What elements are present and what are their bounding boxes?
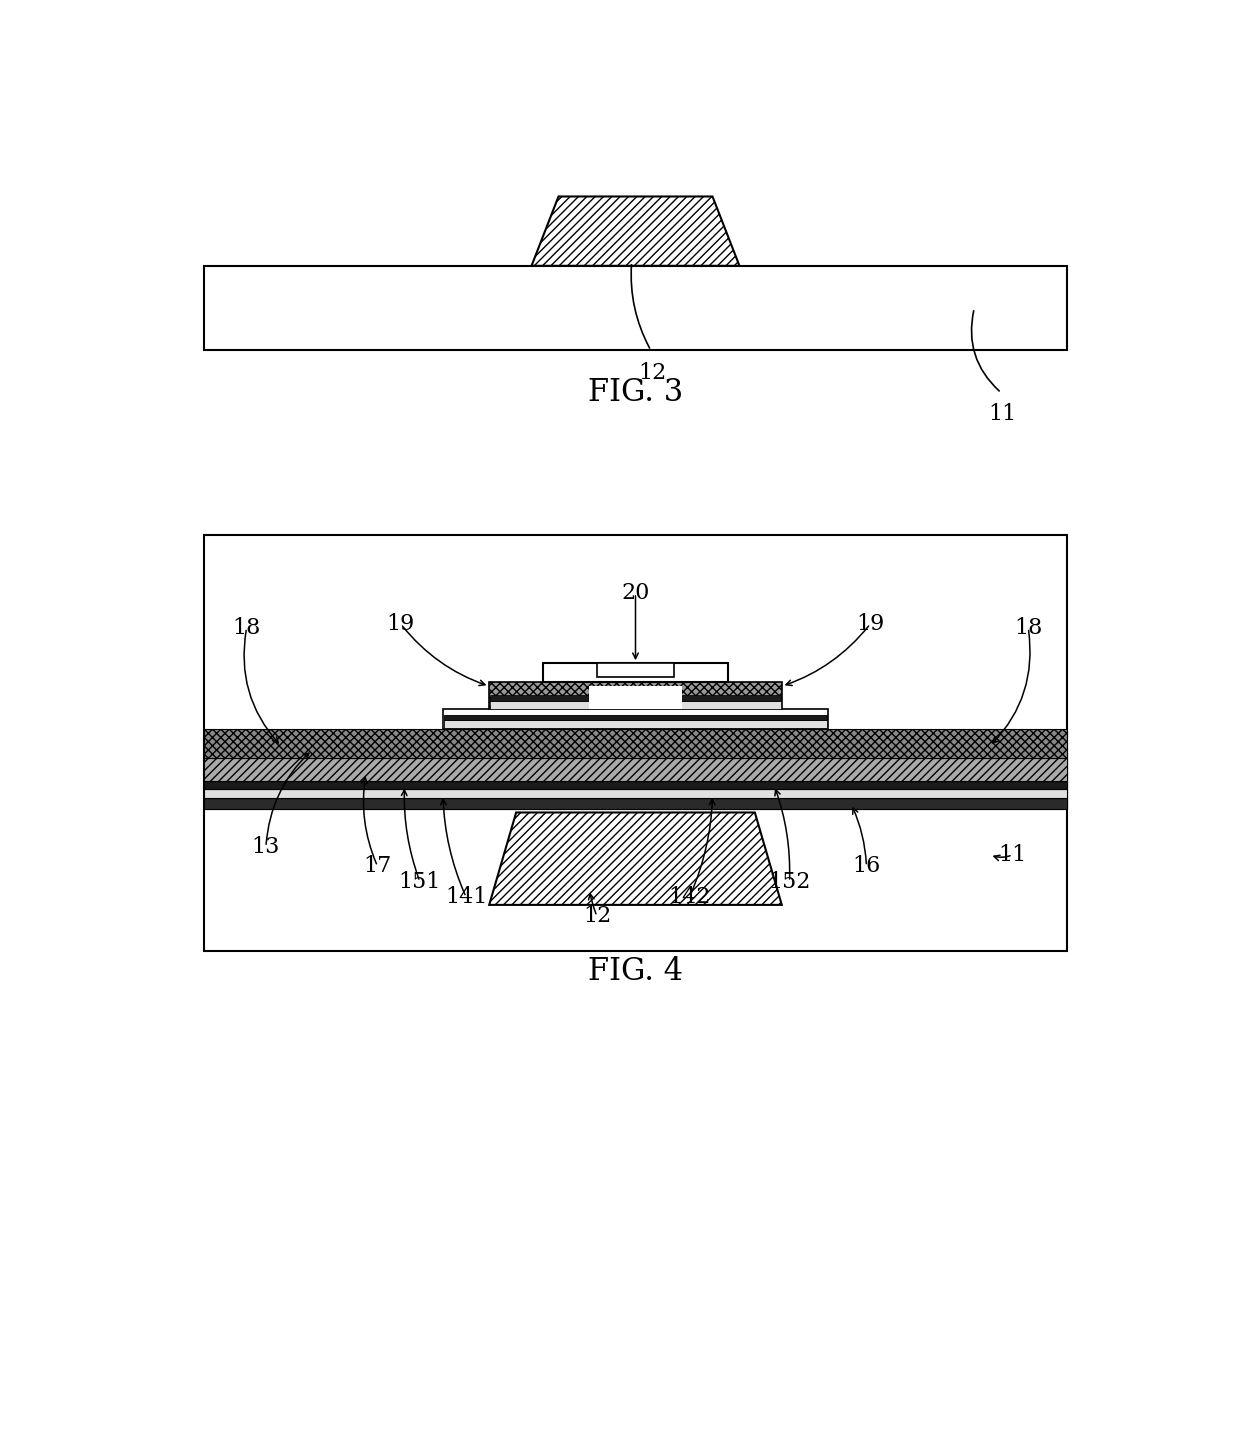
Text: 17: 17 — [363, 855, 392, 878]
Text: 18: 18 — [1014, 617, 1043, 639]
Text: 151: 151 — [399, 871, 441, 892]
Polygon shape — [490, 812, 781, 905]
Text: FIG. 3: FIG. 3 — [588, 377, 683, 408]
Polygon shape — [444, 720, 827, 727]
Polygon shape — [205, 536, 1066, 951]
Text: FIG. 4: FIG. 4 — [588, 957, 683, 988]
Polygon shape — [490, 696, 781, 700]
Polygon shape — [205, 266, 1066, 351]
Polygon shape — [596, 663, 675, 677]
Polygon shape — [205, 729, 1066, 758]
Polygon shape — [205, 780, 1066, 789]
Polygon shape — [532, 196, 739, 266]
Text: 12: 12 — [583, 905, 611, 928]
Polygon shape — [589, 686, 682, 709]
Polygon shape — [205, 789, 1066, 798]
Polygon shape — [205, 752, 1066, 782]
Polygon shape — [205, 758, 1066, 780]
Text: 18: 18 — [232, 617, 260, 639]
Text: 142: 142 — [668, 886, 711, 908]
Text: 20: 20 — [621, 581, 650, 604]
Text: 11: 11 — [988, 402, 1017, 425]
Text: 141: 141 — [445, 886, 487, 908]
Polygon shape — [444, 716, 827, 720]
Polygon shape — [205, 789, 1066, 798]
Text: 19: 19 — [387, 613, 414, 634]
Text: 11: 11 — [998, 843, 1027, 866]
Text: 12: 12 — [639, 362, 667, 384]
Polygon shape — [443, 709, 828, 729]
Text: 16: 16 — [852, 855, 880, 878]
Polygon shape — [205, 782, 1066, 789]
Polygon shape — [490, 700, 781, 709]
Polygon shape — [543, 663, 728, 683]
Polygon shape — [490, 683, 781, 709]
Polygon shape — [205, 798, 1066, 809]
Text: 152: 152 — [769, 871, 811, 892]
Polygon shape — [205, 798, 1066, 809]
Text: 13: 13 — [252, 836, 280, 858]
Text: 19: 19 — [857, 613, 884, 634]
